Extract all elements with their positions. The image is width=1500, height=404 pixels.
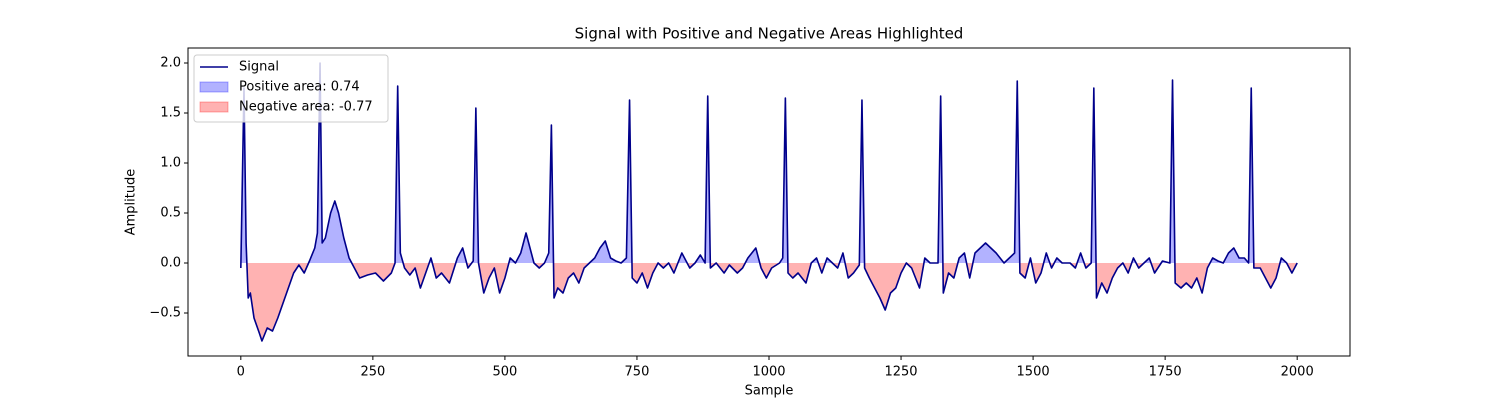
x-tick-label: 1500 (1017, 365, 1050, 380)
x-tick-label: 1250 (884, 365, 917, 380)
y-tick-label: 0.5 (160, 206, 181, 221)
legend-label: Positive area: 0.74 (239, 80, 360, 95)
legend-label: Negative area: -0.77 (239, 100, 373, 115)
x-tick-label: 250 (360, 365, 385, 380)
y-tick-label: −0.5 (149, 306, 181, 321)
x-axis-label: Sample (745, 384, 794, 399)
legend-label: Signal (239, 60, 279, 75)
legend-box (193, 54, 389, 123)
negative-area (240, 263, 1298, 341)
signal-line (240, 62, 1298, 342)
y-tick-label: 1.0 (160, 156, 181, 171)
x-tick-label: 2000 (1281, 365, 1314, 380)
x-tick-label: 500 (492, 365, 517, 380)
x-tick-label: 1750 (1149, 365, 1182, 380)
y-tick-label: 2.0 (160, 56, 181, 71)
legend-swatch (199, 81, 229, 93)
x-tick-label: 1000 (752, 365, 785, 380)
legend-swatch (199, 101, 229, 113)
chart-title: Signal with Positive and Negative Areas … (575, 25, 964, 43)
y-tick-label: 0.0 (160, 256, 181, 271)
y-tick-label: 1.5 (160, 106, 181, 121)
x-tick-label: 750 (625, 365, 650, 380)
plot-frame (187, 47, 1351, 357)
x-tick-label: 0 (237, 365, 245, 380)
y-axis-label: Amplitude (124, 169, 139, 236)
